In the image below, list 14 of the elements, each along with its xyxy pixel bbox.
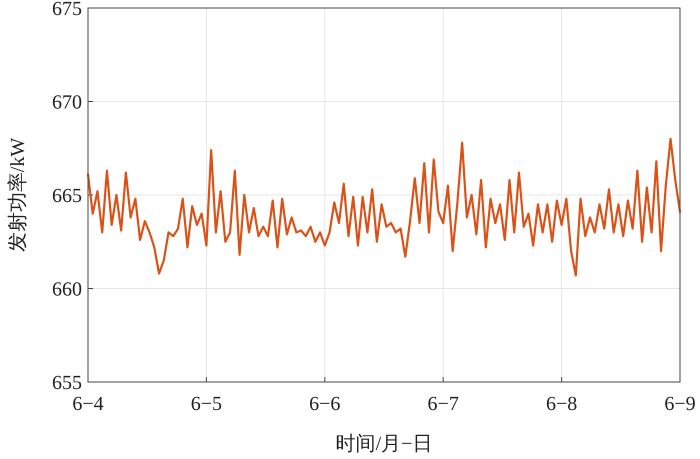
x-tick-label: 6−5 — [190, 393, 222, 415]
x-tick-label: 6−6 — [309, 393, 340, 415]
x-tick-label: 6−4 — [72, 393, 104, 415]
y-tick-label: 655 — [52, 372, 82, 394]
y-tick-label: 675 — [52, 0, 82, 20]
x-tick-label: 6−9 — [664, 393, 696, 415]
y-tick-label: 665 — [52, 185, 82, 207]
x-tick-label: 6−7 — [428, 393, 459, 415]
y-tick-label: 660 — [52, 278, 82, 300]
y-axis-title: 发射功率/kW — [7, 138, 29, 252]
line-series — [86, 138, 682, 277]
x-tick-label: 6−8 — [546, 393, 578, 415]
x-axis-title: 时间/月−日 — [336, 433, 432, 455]
y-tick-label: 670 — [52, 92, 82, 114]
